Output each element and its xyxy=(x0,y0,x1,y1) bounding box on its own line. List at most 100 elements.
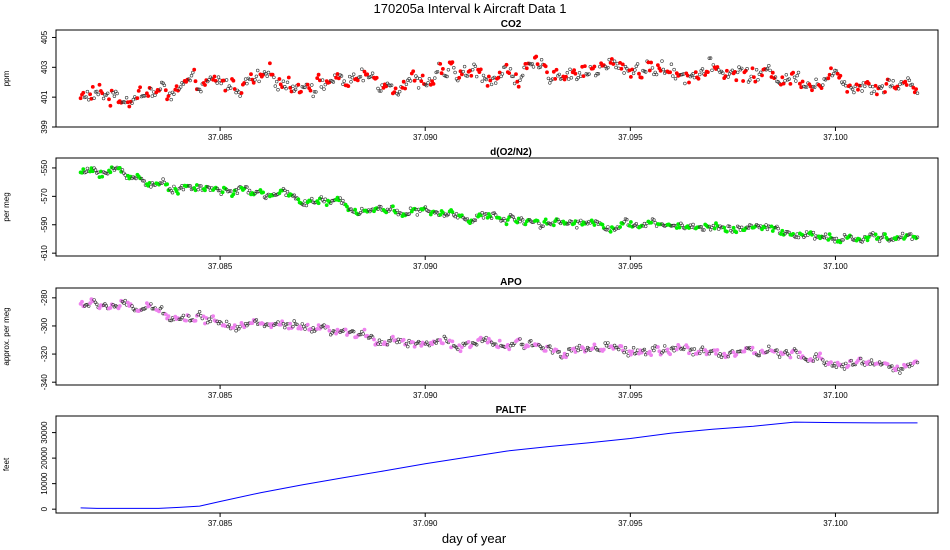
co2-data-point xyxy=(331,80,336,84)
co2-data-point xyxy=(520,73,525,78)
apo-data-point xyxy=(352,329,356,334)
co2-data-point xyxy=(302,85,306,90)
d-o2-n2-data-point xyxy=(329,201,333,206)
co2-data-point xyxy=(323,82,327,87)
co2-data-point xyxy=(216,75,221,79)
co2-data-point xyxy=(192,67,197,72)
co2-xtick-label: 37.100 xyxy=(823,133,848,142)
co2-data-point xyxy=(473,64,478,69)
apo-data-point xyxy=(844,361,848,366)
apo-data-point xyxy=(434,341,438,345)
co2-data-point xyxy=(548,81,552,85)
apo-data-point xyxy=(765,350,770,354)
d-o2-n2-data-point xyxy=(450,210,455,214)
d-o2-n2-data-point xyxy=(907,232,912,236)
co2-data-point xyxy=(910,82,914,87)
co2-data-point xyxy=(868,84,872,89)
co2-data-point xyxy=(620,62,625,67)
co2-data-point xyxy=(534,54,539,59)
apo-data-point xyxy=(193,318,198,323)
co2-data-point xyxy=(565,70,569,75)
co2-data-point xyxy=(710,68,714,73)
apo-data-point xyxy=(895,364,900,369)
co2-ytick-label: 405 xyxy=(40,30,49,44)
apo-data-point xyxy=(86,304,91,308)
d-o2-n2-data-point xyxy=(310,196,314,201)
co2-data-point xyxy=(595,71,599,76)
co2-data-point xyxy=(231,78,236,83)
apo-data-point xyxy=(208,319,213,324)
co2-data-point xyxy=(84,95,88,99)
apo-data-point xyxy=(206,320,210,325)
co2-data-point xyxy=(896,87,901,91)
apo-ytick-label: -300 xyxy=(40,317,49,334)
d-o2-n2-plot-frame xyxy=(55,157,939,257)
d-o2-n2-data-point xyxy=(700,228,705,232)
co2-data-point xyxy=(105,91,110,96)
co2-data-point xyxy=(291,84,295,89)
d-o2-n2-data-point xyxy=(606,225,610,229)
apo-ytick-label: -280 xyxy=(40,289,49,306)
co2-data-point xyxy=(518,78,522,83)
apo-data-point xyxy=(122,301,126,305)
co2-data-point xyxy=(232,87,237,91)
co2-data-point xyxy=(425,83,429,88)
co2-data-point xyxy=(480,79,484,84)
apo-data-point xyxy=(303,327,307,331)
co2-data-point xyxy=(730,68,734,73)
d-o2-n2-data-point xyxy=(423,205,428,209)
d-o2-n2-data-point xyxy=(296,197,301,202)
co2-data-point xyxy=(95,89,99,94)
co2-data-point xyxy=(438,62,443,66)
d-o2-n2-data-point xyxy=(235,191,240,196)
apo-data-point xyxy=(184,318,189,323)
apo-data-point xyxy=(776,352,780,356)
co2-data-point xyxy=(459,72,464,77)
apo-data-point xyxy=(177,317,182,321)
apo-xtick-label: 37.090 xyxy=(413,391,438,400)
apo-data-point xyxy=(143,306,148,310)
d-o2-n2-data-point xyxy=(804,230,809,234)
d-o2-n2-ytick-label: -610 xyxy=(40,245,49,262)
apo-data-point xyxy=(814,352,818,356)
d-o2-n2-data-point xyxy=(324,203,329,208)
apo-data-point xyxy=(411,340,416,345)
d-o2-n2-data-point xyxy=(541,224,545,228)
apo-data-point xyxy=(123,298,127,303)
co2-plot-frame xyxy=(55,29,939,128)
d-o2-n2-data-point xyxy=(900,231,905,236)
co2-data-point xyxy=(350,75,355,80)
d-o2-n2-data-point xyxy=(734,230,739,235)
co2-data-point xyxy=(866,81,871,86)
apo-data-point xyxy=(440,341,445,346)
co2-xtick-label: 37.085 xyxy=(208,133,233,142)
co2-data-point xyxy=(754,67,759,72)
paltf-ylabel: feet xyxy=(2,457,11,471)
d-o2-n2-data-point xyxy=(377,204,382,209)
co2-data-point xyxy=(784,73,788,77)
co2-data-point xyxy=(915,91,920,95)
co2-data-point xyxy=(315,76,320,81)
apo-data-point xyxy=(692,347,697,351)
d-o2-n2-data-point xyxy=(103,171,107,175)
d-o2-n2-data-point xyxy=(243,185,248,189)
co2-data-point xyxy=(393,86,398,91)
co2-data-point xyxy=(869,91,874,96)
co2-data-point xyxy=(97,82,102,87)
co2-data-point xyxy=(431,82,436,86)
co2-data-point xyxy=(416,86,421,90)
co2-data-point xyxy=(412,78,417,83)
apo-data-point xyxy=(576,348,580,353)
d-o2-n2-data-point xyxy=(827,232,832,237)
apo-data-point xyxy=(168,318,172,323)
d-o2-n2-ylabel: per meg xyxy=(2,192,11,221)
d-o2-n2-data-point xyxy=(323,197,327,201)
co2-data-point xyxy=(322,87,326,91)
apo-data-point xyxy=(291,324,295,329)
d-o2-n2-data-point xyxy=(141,179,145,183)
apo-data-point xyxy=(731,350,736,355)
apo-data-point xyxy=(160,305,164,309)
co2-data-point xyxy=(654,72,659,77)
d-o2-n2-data-point xyxy=(358,211,363,215)
d-o2-n2-data-point xyxy=(245,185,249,189)
